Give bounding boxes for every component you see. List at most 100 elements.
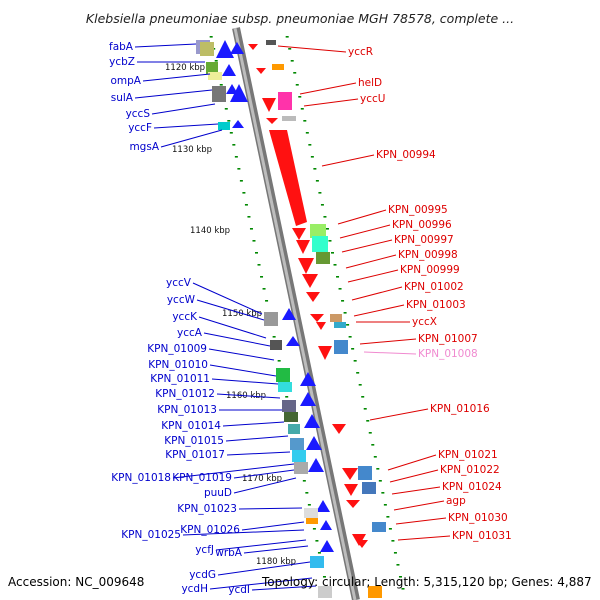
gene-label: puuD — [204, 487, 232, 499]
forward-gene-arrow — [222, 64, 236, 76]
kbp-tick-label: 1180 kbp — [256, 557, 296, 567]
ruler-dot — [333, 264, 337, 266]
reverse-gene-arrow — [344, 484, 358, 496]
leader-line — [134, 89, 213, 99]
ruler-dot — [310, 156, 314, 158]
gene-block — [330, 314, 342, 322]
gene-label: KPN_00995 — [388, 204, 448, 216]
ruler-dot — [341, 300, 345, 302]
gene-label: KPN_00998 — [398, 249, 458, 261]
leader-line — [347, 269, 399, 283]
ruler-dot — [272, 336, 276, 338]
leader-line — [208, 348, 275, 361]
reverse-gene-arrow — [316, 322, 326, 330]
ruler-dot — [277, 360, 281, 362]
ruler-dot — [300, 108, 304, 110]
gene-label: sulA — [111, 92, 134, 104]
leader-line — [209, 577, 313, 590]
gene-features — [196, 40, 386, 598]
gene-label: KPN_01021 — [438, 449, 498, 461]
ruler-dot — [288, 48, 292, 50]
leader-line — [369, 408, 429, 421]
leader-line — [215, 539, 307, 551]
ruler-dot — [322, 576, 326, 578]
ruler-dot — [376, 468, 380, 470]
gene-block — [208, 72, 222, 80]
forward-gene-arrow — [308, 458, 324, 472]
gene-block — [270, 340, 282, 350]
forward-gene-arrow — [320, 540, 334, 552]
forward-gene-arrow — [300, 372, 316, 386]
forward-gene-arrow — [230, 84, 248, 102]
gene-block — [318, 586, 332, 598]
ruler-dot — [227, 120, 231, 122]
ruler-dot — [336, 276, 340, 278]
gene-label: KPN_01018 — [111, 472, 171, 484]
gene-block — [272, 64, 284, 70]
ruler-dot — [229, 132, 233, 134]
leader-line — [387, 454, 437, 471]
forward-gene-arrow — [286, 336, 300, 346]
gene-label: KPN_01025 — [121, 529, 181, 541]
gene-label: wrbA — [215, 547, 243, 559]
leader-line — [209, 364, 277, 377]
gene-label: yccF — [128, 122, 152, 134]
gene-block — [218, 122, 230, 130]
gene-label: KPN_01008 — [418, 348, 478, 360]
forward-gene-arrow — [230, 42, 244, 54]
leader-line — [226, 451, 291, 456]
forward-gene-arrow — [300, 392, 316, 406]
ruler-dot — [209, 36, 213, 38]
leader-line — [303, 98, 359, 107]
reverse-gene-arrow — [296, 240, 310, 254]
gene-block — [290, 438, 304, 450]
reverse-gene-arrow — [266, 118, 278, 124]
gene-label: KPN_01007 — [418, 333, 478, 345]
ruler-dot — [308, 144, 312, 146]
leader-line — [216, 393, 281, 399]
leader-line — [225, 435, 289, 442]
ruler-dot — [361, 396, 365, 398]
gene-label: ompA — [110, 75, 141, 87]
ruler-dot — [317, 552, 321, 554]
gene-label: yccA — [177, 327, 203, 339]
gene-label: KPN_01013 — [157, 404, 217, 416]
reverse-gene-arrow — [292, 228, 306, 240]
gene-block — [316, 252, 330, 264]
kbp-tick-label: 1150 kbp — [222, 309, 262, 319]
gene-label: KPN_01031 — [452, 530, 512, 542]
gene-label: yccS — [126, 108, 151, 120]
reverse-gene-arrow — [346, 500, 360, 508]
ruler-dot — [298, 96, 302, 98]
accession-text: Accession: NC_009648 — [8, 575, 145, 589]
gene-label: yccU — [360, 93, 385, 105]
ruler-dot — [328, 240, 332, 242]
ruler-dot — [315, 540, 319, 542]
gene-label: agp — [446, 495, 466, 507]
gene-label: KPN_01016 — [430, 403, 490, 415]
leader-line — [203, 332, 271, 347]
leader-line — [142, 73, 211, 82]
ruler-dot — [252, 240, 256, 242]
gene-label: KPN_00994 — [376, 149, 436, 161]
leader-line — [134, 43, 197, 48]
leader-line — [353, 304, 405, 317]
ruler-dot — [356, 372, 360, 374]
ruler-dot — [371, 444, 375, 446]
gene-block — [304, 508, 318, 518]
reverse-gene-large — [269, 130, 307, 226]
ruler-dot — [302, 480, 306, 482]
ruler-dot — [260, 276, 264, 278]
kbp-tick-label: 1130 kbp — [172, 145, 212, 155]
ruler-dot — [237, 168, 241, 170]
gene-label: KPN_01011 — [150, 373, 210, 385]
ruler-dot — [391, 540, 395, 542]
gene-label: helD — [358, 77, 382, 89]
leader-line — [243, 545, 309, 554]
gene-label: KPN_01022 — [440, 464, 500, 476]
leader-line — [277, 45, 347, 53]
gene-block — [358, 466, 372, 480]
ruler-dot — [232, 144, 236, 146]
gene-block — [312, 236, 328, 252]
